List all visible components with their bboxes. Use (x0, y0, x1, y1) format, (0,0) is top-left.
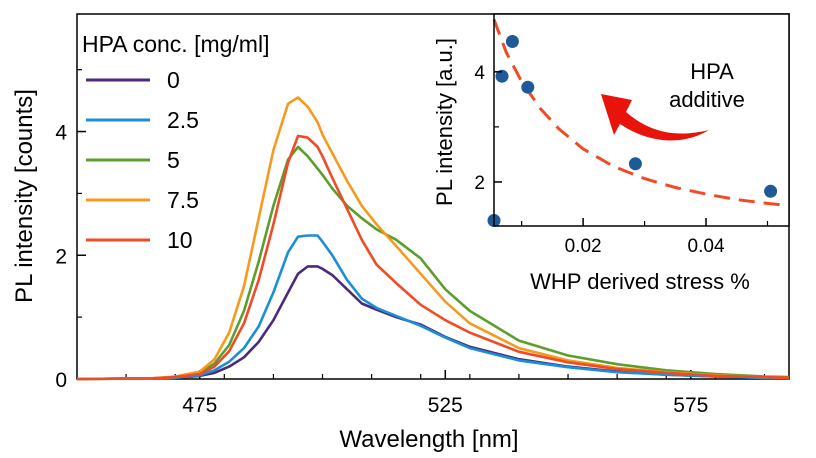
red-arrow-icon (601, 94, 709, 141)
x-tick-label: 475 (182, 394, 217, 417)
inset-x-tick-label: 0.04 (688, 236, 725, 257)
data-point (495, 69, 509, 83)
y-axis-label: PL intensity [counts] (11, 89, 38, 303)
main-series-lines (76, 96, 790, 381)
legend-label: 7.5 (167, 187, 199, 213)
legend-label: 5 (167, 147, 180, 173)
inset-plot-frame (493, 13, 790, 227)
y-tick-label: 2 (55, 245, 67, 268)
inset-y-tick-label: 2 (474, 173, 485, 194)
annotation-line2: additive (669, 87, 745, 112)
legend: HPA conc. [mg/ml] 0 2.5 5 7.5 10 (82, 31, 269, 253)
series-line-10 (76, 134, 790, 381)
inset-x-tick-label: 0.02 (565, 236, 602, 257)
inset-ticks: 0.02 0.04 2 4 (474, 63, 769, 257)
data-point (628, 157, 642, 171)
annotation-arrow: HPA additive (601, 59, 745, 141)
x-tick-label: 525 (428, 394, 463, 417)
inset-plot: HPA additive 0.02 0.04 2 4 WHP derived stre… (432, 13, 790, 294)
annotation-line1: HPA (690, 59, 734, 84)
legend-items: 0 2.5 5 7.5 10 (86, 67, 199, 253)
main-plot: 475 525 575 0 2 4 HPA conc. [mg/ml] 0 2.5 5 7.5 1… (11, 13, 790, 453)
inset-data-points (487, 35, 778, 227)
legend-title: HPA conc. [mg/ml] (82, 31, 269, 57)
x-axis-label: Wavelength [nm] (339, 426, 518, 453)
inset-y-axis-label: PL intensity [a.u.] (432, 38, 457, 206)
legend-label: 10 (167, 227, 193, 253)
inset-y-tick-label: 4 (474, 63, 485, 84)
series-line-7-5 (76, 96, 790, 381)
y-tick-label: 4 (55, 122, 67, 145)
data-point (764, 184, 778, 198)
series-line-2-5 (76, 234, 789, 381)
legend-label: 0 (167, 67, 180, 93)
x-tick-label: 575 (673, 394, 708, 417)
y-tick-label: 0 (55, 369, 67, 392)
data-point (505, 35, 519, 48)
inset-x-axis-label: WHP derived stress % (530, 269, 750, 294)
series-line-5 (76, 145, 790, 381)
legend-label: 2.5 (167, 107, 199, 133)
data-point (521, 80, 535, 94)
inset-plot-bg (494, 14, 789, 226)
